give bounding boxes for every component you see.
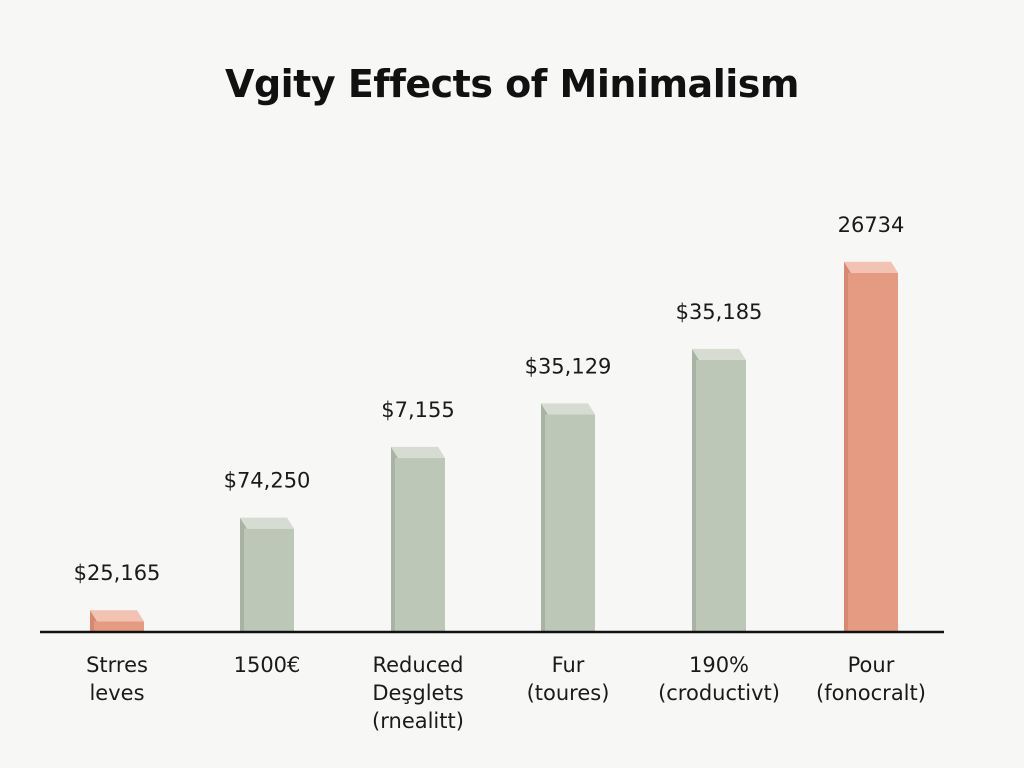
- bar-front-face: [545, 414, 595, 632]
- category-label: Pour (fonocralt): [816, 653, 926, 705]
- bar-front-face: [244, 528, 294, 632]
- bar-top-face: [391, 446, 445, 458]
- bar-top-face: [90, 610, 144, 622]
- bar-5: [692, 348, 746, 632]
- bar-3: [391, 446, 445, 632]
- bar-2: [240, 517, 294, 632]
- category-label: Reduced Deşglets (rnealitt): [372, 653, 464, 733]
- bar-front-face: [395, 457, 445, 632]
- bar-front-face: [94, 621, 144, 632]
- bar-value-label: $25,165: [74, 561, 161, 585]
- bar-1: [90, 610, 144, 632]
- bar-top-face: [240, 517, 294, 529]
- bar-top-face: [541, 403, 595, 415]
- category-label: 190% (croductivt): [658, 653, 780, 705]
- category-label: Strres leves: [86, 653, 148, 705]
- bar-4: [541, 403, 595, 632]
- bar-value-label: $35,129: [525, 354, 612, 378]
- bar-6: [844, 261, 898, 632]
- bar-top-face: [844, 261, 898, 273]
- bar-value-label: $74,250: [224, 469, 311, 493]
- chart-title: Vgity Effects of Minimalism: [225, 62, 799, 106]
- bar-value-label: 26734: [838, 213, 905, 237]
- bar-value-label: $35,185: [676, 300, 763, 324]
- category-label: Fur (toures): [527, 653, 610, 705]
- bar-value-label: $7,155: [381, 398, 454, 422]
- bar-front-face: [696, 359, 746, 632]
- bar-front-face: [848, 272, 898, 632]
- bar-top-face: [692, 348, 746, 360]
- category-label: 1500€: [234, 653, 301, 677]
